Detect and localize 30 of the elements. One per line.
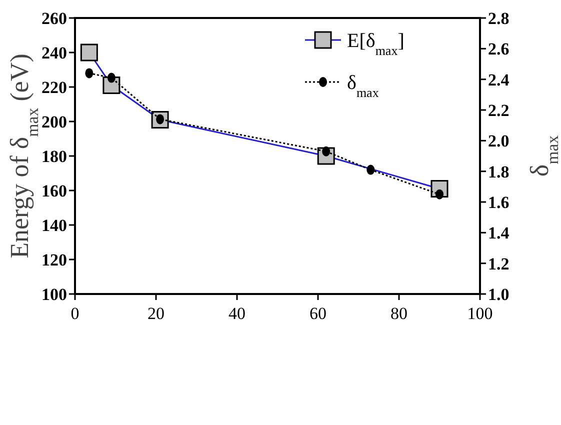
- y2-tick-label: 1.8: [488, 162, 510, 182]
- y2-tick-label: 2.0: [488, 132, 510, 151]
- x-tick-label: 80: [390, 304, 408, 323]
- x-tick-label: 60: [310, 304, 326, 323]
- y2-tick-label: 1.4: [488, 224, 510, 243]
- y2-tick-label: 2.4: [488, 70, 510, 90]
- y-tick-label: 260: [42, 9, 67, 28]
- point: [107, 72, 116, 83]
- y-tick-label: 100: [42, 285, 67, 304]
- y-tick-label: 200: [42, 112, 67, 132]
- x-tick-label: 0: [70, 304, 80, 323]
- y2-tick-label: 2.2: [488, 101, 510, 120]
- y-tick-label: 120: [42, 250, 67, 270]
- y-tick-label: 180: [42, 147, 67, 166]
- y-tick-label: 240: [42, 44, 67, 62]
- y2-tick-label: 1.0: [488, 285, 510, 304]
- legend-label: E[δ$_{max}$]: [347, 30, 404, 58]
- y-tick-label: 160: [42, 182, 67, 200]
- y2-tick-label: 2.8: [488, 9, 510, 28]
- y2-tick-label: 1.2: [488, 254, 510, 274]
- y-tick-label: 140: [42, 216, 67, 235]
- y2-tick-label: 2.6: [488, 40, 510, 59]
- point: [366, 164, 375, 175]
- x-tick-label: 100: [467, 304, 493, 323]
- legend-label: δ$_{max}$: [347, 72, 380, 100]
- point: [85, 68, 94, 78]
- x-tick-label: 20: [148, 304, 164, 323]
- y2-tick-label: 1.6: [488, 193, 510, 212]
- x-tick-label: 40: [228, 304, 246, 323]
- y-tick-label: 220: [42, 78, 67, 97]
